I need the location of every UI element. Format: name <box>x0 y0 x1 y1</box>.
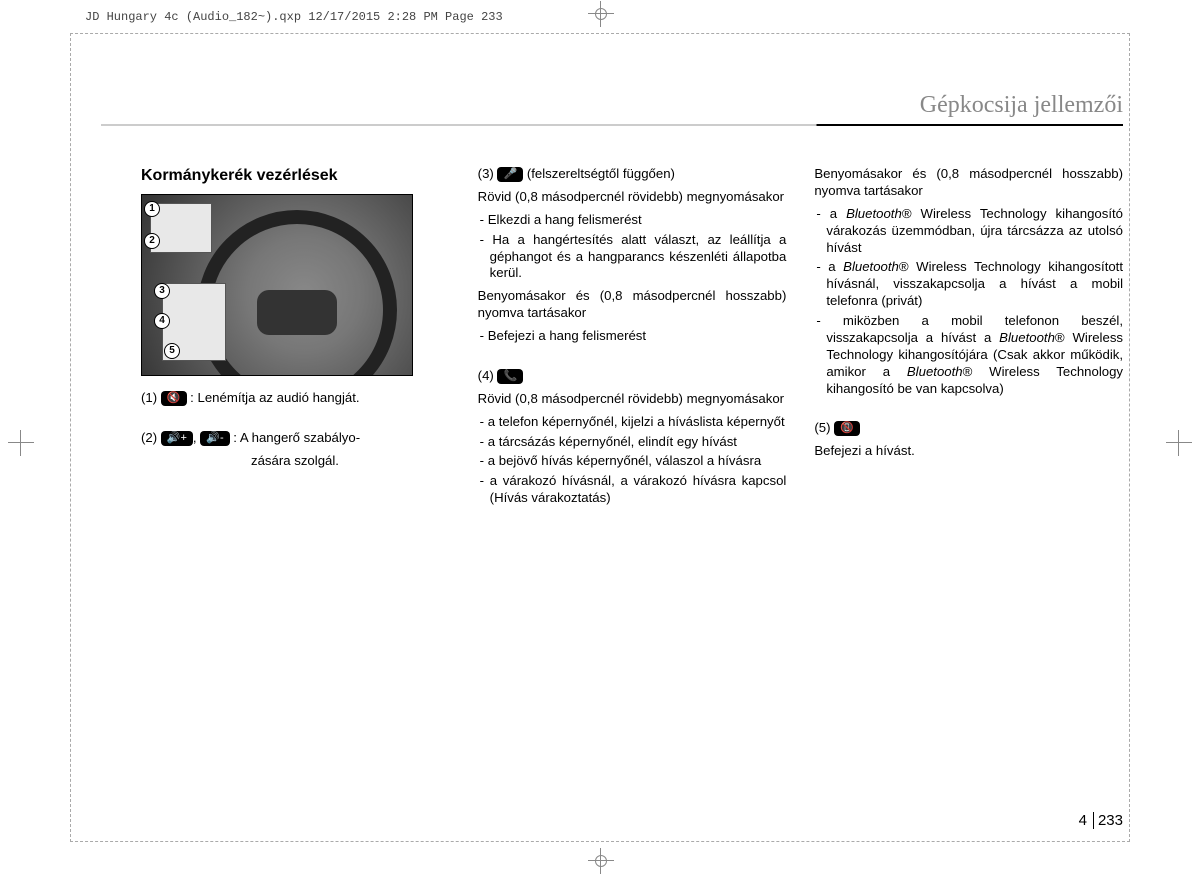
call-icon: 📞 <box>497 369 523 384</box>
item2-text-a: : A hangerő szabályo- <box>233 430 360 445</box>
column-1: Kormánykerék vezérlések 1 2 3 4 5 (1) 🔇 … <box>141 166 450 513</box>
item2-prefix: (2) <box>141 430 157 445</box>
item3-short: Rövid (0,8 másodpercnél rövidebb) megnyo… <box>478 189 787 206</box>
list-item: a telefon képernyőnél, kijelzi a hívásli… <box>478 414 787 431</box>
item2-text-b: zására szolgál. <box>141 453 450 470</box>
volume-up-icon: 🔊+ <box>161 431 193 446</box>
page-no: 233 <box>1098 812 1123 829</box>
list-item: miközben a mobil telefonon beszél, vissz… <box>814 313 1123 397</box>
bluetooth-word: Bluetooth <box>843 259 899 274</box>
section-title: Gépkocsija jellemzői <box>920 92 1123 119</box>
crop-mark-icon <box>8 430 34 456</box>
text: a <box>828 259 843 274</box>
item1-prefix: (1) <box>141 390 157 405</box>
content-columns: Kormánykerék vezérlések 1 2 3 4 5 (1) 🔇 … <box>141 166 1123 513</box>
print-header: JD Hungary 4c (Audio_182~).qxp 12/17/201… <box>85 10 503 24</box>
item5-prefix: (5) <box>814 420 830 435</box>
list-item: a tárcsázás képernyőnél, elindít egy hív… <box>478 434 787 451</box>
item-1: (1) 🔇 : Lenémítja az audió hangját. <box>141 390 450 407</box>
title-rule <box>101 124 1123 126</box>
item-3-head: (3) 🎤 (felszereltségtől függően) <box>478 166 787 183</box>
crop-mark-icon <box>595 855 607 867</box>
mute-icon: 🔇 <box>161 391 187 406</box>
bluetooth-word: Bluetooth <box>907 364 963 379</box>
list-item: Elkezdi a hang felismerést <box>478 212 787 229</box>
item4-list: a telefon képernyőnél, kijelzi a hívásli… <box>478 414 787 507</box>
page-frame: Gépkocsija jellemzői Kormánykerék vezérl… <box>70 33 1130 842</box>
col3-list: a Bluetooth® Wireless Technology kihango… <box>814 206 1123 398</box>
col3-intro: Benyomásakor és (0,8 másodpercnél hossza… <box>814 166 1123 200</box>
volume-down-icon: 🔊- <box>200 431 229 446</box>
wheel-hub-icon <box>257 290 337 335</box>
list-item: Befejezi a hang felismerést <box>478 328 787 345</box>
column-2: (3) 🎤 (felszereltségtől függően) Rövid (… <box>478 166 787 513</box>
item3-list-b: Befejezi a hang felismerést <box>478 328 787 345</box>
list-item: a Bluetooth® Wireless Technology kihango… <box>814 206 1123 257</box>
item3-list-a: Elkezdi a hang felismerést Ha a hangérte… <box>478 212 787 283</box>
item3-after: (felszereltségtől függően) <box>527 166 675 181</box>
steering-wheel-figure: 1 2 3 4 5 <box>141 194 413 376</box>
list-item: a Bluetooth® Wireless Technology kihango… <box>814 259 1123 310</box>
item3-long: Benyomásakor és (0,8 másodpercnél hossza… <box>478 288 787 322</box>
text: a <box>830 206 846 221</box>
item-5-head: (5) 📵 <box>814 420 1123 437</box>
item3-prefix: (3) <box>478 166 494 181</box>
item4-prefix: (4) <box>478 368 494 383</box>
item1-text: : Lenémítja az audió hangját. <box>190 390 359 405</box>
list-item: Ha a hangértesítés alatt választ, az leá… <box>478 232 787 283</box>
col1-heading: Kormánykerék vezérlések <box>141 166 450 186</box>
page-number: 4233 <box>1079 812 1123 829</box>
item-2: (2) 🔊+, 🔊- : A hangerő szabályo- <box>141 430 450 447</box>
crop-mark-icon <box>1166 430 1192 456</box>
list-item: a bejövő hívás képernyőnél, válaszol a h… <box>478 453 787 470</box>
column-3: Benyomásakor és (0,8 másodpercnél hossza… <box>814 166 1123 513</box>
list-item: a várakozó hívásnál, a várakozó hívásra … <box>478 473 787 507</box>
item4-short: Rövid (0,8 másodpercnél rövidebb) megnyo… <box>478 391 787 408</box>
bluetooth-word: Bluetooth <box>999 330 1055 345</box>
crop-mark-icon <box>595 8 607 20</box>
voice-icon: 🎤 <box>497 167 523 182</box>
item-4-head: (4) 📞 <box>478 368 787 385</box>
item5-text: Befejezi a hívást. <box>814 443 1123 460</box>
bluetooth-word: Bluetooth <box>846 206 902 221</box>
page-section: 4 <box>1079 812 1094 829</box>
end-call-icon: 📵 <box>834 421 860 436</box>
